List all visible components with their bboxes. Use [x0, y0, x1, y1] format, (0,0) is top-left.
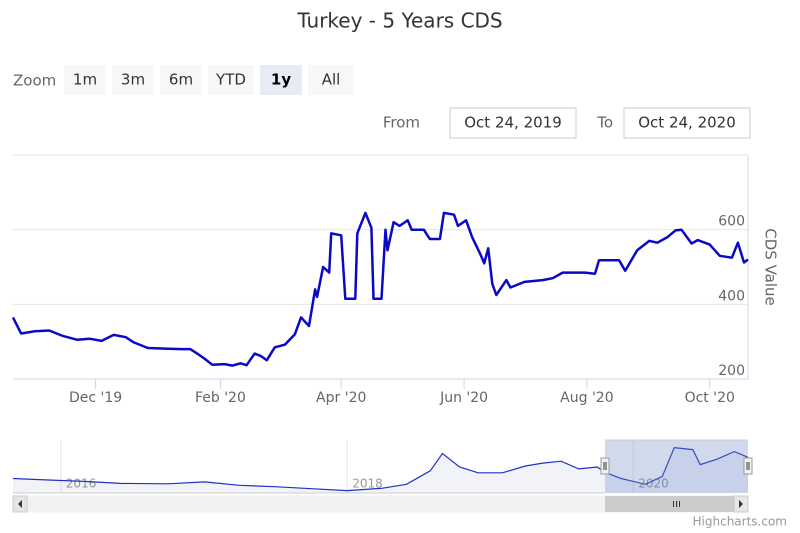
zoom-button[interactable] — [112, 65, 154, 95]
x-tick-label: Jun '20 — [439, 390, 488, 406]
zoom-button[interactable] — [308, 65, 354, 95]
chart-title: Turkey - 5 Years CDS — [296, 9, 502, 33]
navigator-bg — [13, 440, 748, 493]
zoom-button[interactable] — [160, 65, 202, 95]
credits[interactable]: Highcharts.com — [693, 515, 787, 529]
zoom-button-label: 6m — [169, 71, 193, 89]
y-tick-label: 200 — [718, 363, 745, 379]
zoom-label: Zoom — [13, 72, 56, 90]
arrow-left — [18, 500, 22, 508]
x-tick-label: Aug '20 — [560, 390, 613, 406]
zoom-button[interactable] — [208, 65, 254, 95]
to-label: To — [596, 114, 613, 132]
y-tick-label: 600 — [718, 214, 745, 230]
from-label: From — [383, 114, 420, 132]
zoom-button-label: YTD — [215, 71, 246, 89]
zoom-button-label: 1y — [271, 71, 291, 89]
zoom-button-label: 3m — [121, 71, 145, 89]
navigator-tick-label: 2018 — [352, 477, 383, 491]
navigator-handle[interactable] — [743, 457, 753, 475]
data-line — [11, 211, 749, 367]
navigator-area — [13, 447, 748, 493]
navigator-tick-label: 2016 — [66, 477, 97, 491]
from-input[interactable] — [449, 107, 577, 139]
zoom-button-label: All — [322, 71, 341, 89]
y-axis-title: CDS Value — [762, 228, 780, 306]
x-tick-label: Dec '19 — [69, 390, 122, 406]
navigator-mask — [604, 440, 748, 493]
navigator-line — [12, 447, 749, 492]
y-tick-label: 400 — [718, 288, 745, 304]
zoom-button-label: 1m — [73, 71, 97, 89]
navigator-tick-label: 2020 — [638, 477, 669, 491]
x-tick-label: Oct '20 — [685, 390, 735, 406]
navigator-handle[interactable] — [600, 457, 610, 475]
from-value: Oct 24, 2019 — [464, 114, 562, 132]
zoom-button[interactable] — [260, 65, 302, 95]
to-input[interactable] — [623, 107, 751, 139]
arrow-right — [739, 500, 743, 508]
x-tick-label: Feb '20 — [195, 390, 246, 406]
zoom-button[interactable] — [64, 65, 106, 95]
to-value: Oct 24, 2020 — [638, 114, 736, 132]
x-tick-label: Apr '20 — [316, 390, 366, 406]
